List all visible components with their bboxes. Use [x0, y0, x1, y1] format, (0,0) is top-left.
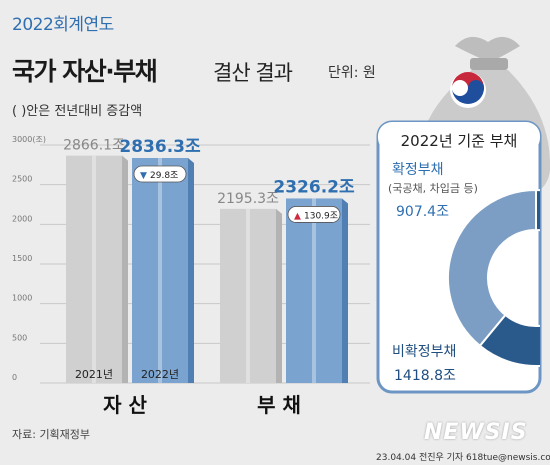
change-value: 29.8조	[150, 171, 178, 181]
y-tick-label: 3000(조)	[12, 135, 46, 144]
bar-highlight	[158, 157, 162, 383]
bar-highlight	[92, 155, 96, 383]
y-tick-label: 1500	[12, 254, 32, 263]
change-symbol: ▼	[140, 171, 147, 181]
bar-side	[342, 198, 348, 383]
bar-side	[188, 157, 194, 383]
bar-value-label: 2866.1조	[63, 138, 125, 154]
bar	[286, 198, 342, 383]
bar	[132, 157, 188, 383]
category-label-liabilities: 부 채	[257, 393, 301, 417]
bar	[66, 155, 122, 383]
bar	[220, 208, 276, 383]
change-badge	[287, 206, 341, 223]
series-year-label: 2022년	[141, 368, 179, 381]
credit-label: 23.04.04 전진우 기자 618tue@newsis.com	[376, 453, 550, 463]
slice-value-confirmed: 907.4조	[396, 204, 449, 220]
chart-title: 국가 자산·부채	[12, 57, 158, 86]
donut-title: 2022년 기준 부채	[401, 132, 518, 150]
donut-header	[378, 122, 540, 152]
y-tick-label: 500	[12, 333, 27, 342]
series-year-label: 2021년	[75, 368, 113, 381]
newsis-logo: NEWSIS	[424, 420, 528, 445]
chart-subtitle: 결산 결과	[213, 61, 293, 85]
bar-side	[122, 155, 128, 383]
donut-slice	[447, 188, 537, 348]
bar-side	[276, 208, 282, 383]
bar-value-label: 2836.3조	[119, 137, 201, 157]
note-label: ( )안은 전년대비 증감액	[12, 104, 143, 119]
y-tick-label: 2500	[12, 175, 32, 184]
slice-name-unconfirmed: 비확정부채	[392, 344, 456, 360]
bar-highlight	[246, 208, 250, 383]
y-tick-label: 0	[12, 373, 17, 382]
change-symbol: ▲	[294, 211, 301, 221]
slice-value-unconfirmed: 1418.8조	[394, 368, 456, 384]
bar-value-label: 2195.3조	[217, 191, 279, 207]
slice-detail-confirmed: (국공채, 차입금 등)	[388, 182, 478, 195]
unit-label: 단위: 원	[328, 65, 376, 81]
donut-slice	[478, 188, 540, 367]
bar-highlight	[312, 198, 316, 383]
change-value: 130.9조	[304, 211, 338, 221]
slice-name-confirmed: 확정부채	[392, 162, 444, 178]
y-tick-label: 2000	[12, 214, 32, 223]
source-label: 자료: 기획재정부	[12, 428, 91, 441]
bar-value-label: 2326.2조	[273, 177, 355, 197]
year-label: 2022회계연도	[12, 15, 114, 35]
y-tick-label: 1000	[12, 294, 32, 303]
category-label-assets: 자 산	[103, 393, 147, 417]
change-badge	[133, 165, 187, 183]
